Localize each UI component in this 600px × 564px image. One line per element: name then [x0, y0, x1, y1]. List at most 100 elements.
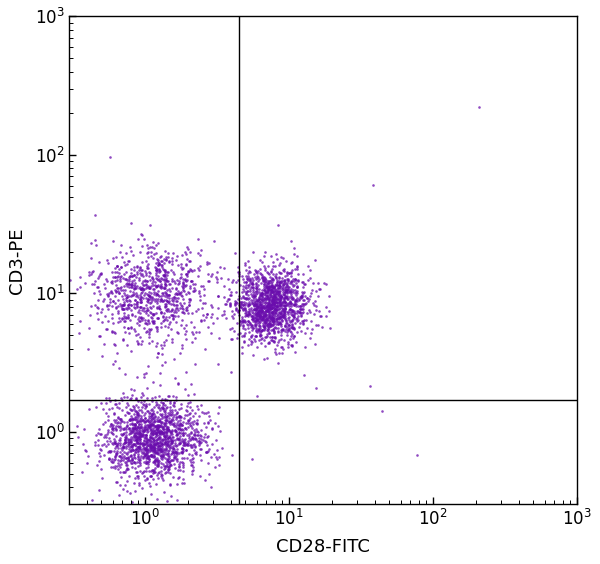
Point	[235, 302, 245, 311]
Point	[133, 409, 142, 418]
Point	[289, 301, 298, 310]
Point	[181, 368, 191, 377]
Point	[130, 463, 140, 472]
Point	[272, 275, 282, 284]
Point	[244, 291, 253, 300]
Point	[158, 435, 167, 444]
Point	[250, 291, 259, 300]
Point	[111, 303, 121, 312]
Point	[262, 283, 272, 292]
Point	[266, 288, 276, 297]
Point	[122, 276, 131, 285]
Point	[263, 307, 272, 316]
Point	[146, 421, 155, 430]
Point	[166, 403, 175, 412]
Point	[165, 479, 175, 488]
Point	[214, 422, 223, 431]
Point	[232, 318, 242, 327]
Point	[249, 294, 259, 303]
Point	[263, 301, 273, 310]
Point	[149, 440, 159, 450]
Point	[286, 287, 295, 296]
Point	[110, 438, 119, 447]
Point	[181, 249, 191, 258]
Point	[146, 411, 156, 420]
Point	[157, 446, 167, 455]
Point	[168, 299, 178, 308]
Point	[263, 279, 272, 288]
Point	[283, 269, 292, 278]
Point	[155, 451, 165, 460]
Point	[160, 419, 169, 428]
Point	[160, 453, 170, 462]
Point	[123, 437, 133, 446]
Point	[273, 327, 283, 336]
Point	[268, 319, 278, 328]
Point	[154, 434, 163, 443]
Point	[190, 427, 200, 436]
Point	[238, 304, 247, 313]
Point	[180, 424, 190, 433]
Point	[264, 312, 274, 321]
Point	[160, 434, 170, 443]
Point	[142, 425, 151, 434]
Point	[208, 319, 218, 328]
Point	[130, 284, 139, 293]
Point	[166, 438, 175, 447]
Point	[265, 306, 275, 315]
Point	[169, 459, 179, 468]
Point	[313, 320, 323, 329]
Point	[130, 454, 139, 463]
Point	[167, 253, 177, 262]
Point	[154, 239, 163, 248]
Point	[172, 296, 182, 305]
Point	[162, 286, 172, 295]
Point	[167, 411, 176, 420]
Point	[244, 293, 254, 302]
Point	[164, 411, 174, 420]
Point	[143, 453, 152, 462]
Point	[137, 270, 146, 279]
Point	[274, 281, 283, 290]
Point	[133, 442, 143, 451]
Point	[143, 319, 152, 328]
Point	[282, 284, 292, 293]
Point	[206, 312, 215, 321]
Point	[172, 290, 181, 299]
Point	[276, 308, 286, 317]
Point	[263, 301, 273, 310]
Point	[140, 408, 150, 417]
Point	[107, 268, 117, 277]
Point	[158, 428, 167, 437]
Point	[137, 284, 146, 293]
Point	[263, 287, 273, 296]
Point	[282, 322, 292, 331]
Point	[143, 420, 152, 429]
Point	[132, 434, 142, 443]
Point	[263, 307, 272, 316]
Point	[140, 414, 149, 423]
Point	[252, 328, 262, 337]
Point	[144, 408, 154, 417]
Point	[112, 275, 122, 284]
Point	[263, 321, 272, 330]
Point	[142, 280, 151, 289]
Point	[94, 283, 103, 292]
Point	[164, 417, 173, 426]
Point	[287, 293, 297, 302]
Point	[262, 275, 271, 284]
Point	[133, 235, 143, 244]
Point	[136, 302, 145, 311]
Point	[185, 431, 194, 440]
Point	[143, 463, 153, 472]
Point	[280, 288, 290, 297]
Point	[134, 457, 144, 466]
Point	[121, 433, 131, 442]
Point	[266, 281, 276, 290]
Point	[106, 462, 116, 471]
Point	[250, 297, 260, 306]
Point	[162, 428, 172, 437]
Point	[110, 443, 120, 452]
Point	[212, 277, 222, 286]
Point	[266, 283, 275, 292]
